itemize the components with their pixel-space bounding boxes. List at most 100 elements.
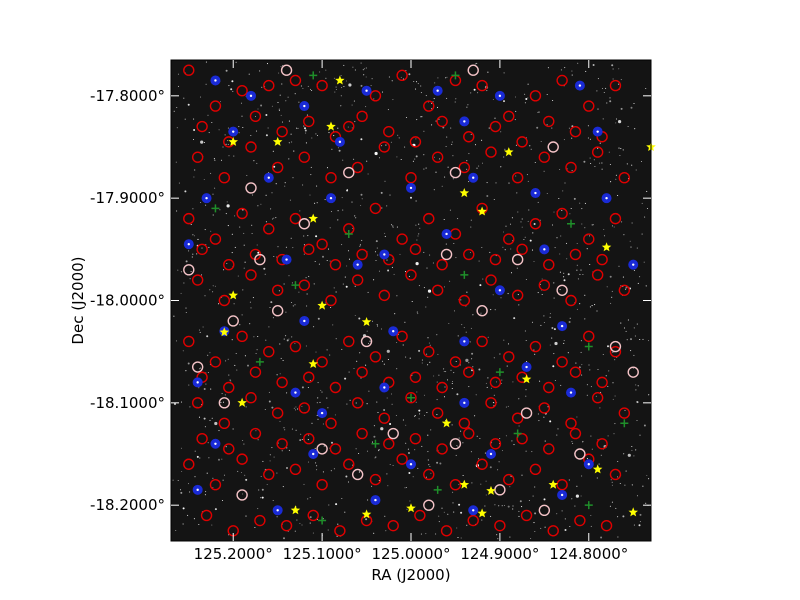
background-star: [581, 374, 583, 376]
background-star: [402, 419, 404, 421]
background-star: [257, 251, 260, 254]
red-circle-marker: [378, 289, 391, 302]
background-star: [239, 226, 241, 228]
background-star: [476, 435, 478, 437]
background-star: [325, 69, 327, 71]
red-circle-marker: [218, 171, 231, 184]
background-star: [356, 360, 358, 362]
red-circle-marker: [485, 397, 497, 409]
background-star: [259, 70, 261, 72]
background-star: [589, 157, 591, 159]
pink-circle-marker: [449, 438, 462, 450]
background-star: [436, 461, 439, 464]
background-star: [479, 284, 482, 287]
red-circle-marker: [543, 258, 555, 271]
red-circle-marker: [356, 110, 368, 122]
background-star: [639, 434, 641, 436]
red-circle-marker: [303, 243, 315, 256]
background-star: [590, 514, 592, 517]
background-star: [518, 510, 520, 512]
background-star: [375, 240, 378, 243]
background-star: [381, 360, 384, 362]
background-star: [300, 433, 302, 435]
background-star: [187, 514, 189, 516]
background-star: [549, 420, 552, 423]
background-star: [191, 256, 193, 258]
background-star: [214, 187, 216, 189]
background-star: [449, 209, 451, 211]
background-star: [441, 507, 443, 509]
red-circle-marker: [414, 509, 426, 522]
background-star: [177, 85, 180, 87]
background-star: [556, 434, 558, 436]
background-star: [322, 423, 324, 425]
background-star: [532, 232, 534, 234]
background-star: [231, 252, 233, 254]
background-star: [543, 416, 545, 418]
background-star: [283, 427, 285, 429]
background-star: [249, 301, 251, 303]
background-star: [367, 173, 369, 175]
background-star: [592, 224, 595, 226]
green-cross-marker: [495, 368, 504, 377]
background-star: [452, 491, 454, 493]
background-star: [584, 202, 586, 204]
background-star: [208, 457, 210, 459]
blue-marker-core: [560, 493, 564, 497]
background-star: [218, 430, 220, 432]
background-star: [284, 182, 286, 184]
background-star: [519, 500, 522, 503]
background-star: [599, 162, 601, 164]
background-star: [343, 64, 345, 66]
background-star: [445, 145, 447, 148]
background-star: [612, 78, 614, 80]
background-star: [240, 102, 243, 104]
background-star: [224, 394, 226, 396]
red-circle-marker: [565, 294, 577, 307]
background-star: [299, 210, 301, 212]
background-star: [173, 110, 175, 112]
red-circle-marker: [405, 392, 417, 404]
background-star: [565, 242, 568, 244]
x-axis-label: RA (J2000): [371, 566, 450, 584]
background-star: [533, 522, 535, 524]
background-star: [310, 166, 312, 168]
background-star: [214, 508, 217, 511]
yellow-star-marker: [601, 242, 612, 252]
background-star: [343, 85, 345, 88]
background-star: [466, 106, 468, 108]
background-star: [551, 127, 553, 129]
background-star: [574, 505, 576, 507]
background-star: [354, 215, 356, 217]
background-star: [248, 73, 250, 75]
background-star: [416, 119, 418, 121]
background-star: [366, 330, 368, 332]
background-star: [210, 388, 212, 390]
background-star: [559, 253, 561, 255]
background-star: [384, 515, 386, 517]
green-cross-marker: [584, 342, 593, 351]
background-star: [290, 237, 292, 239]
background-star: [531, 321, 534, 323]
red-circle-marker: [289, 340, 302, 353]
background-star: [225, 213, 227, 215]
background-star: [285, 100, 287, 102]
red-circle-marker: [463, 366, 475, 378]
pink-circle-marker: [280, 64, 293, 76]
background-star: [367, 499, 369, 501]
background-star: [527, 97, 529, 99]
background-star: [360, 138, 363, 141]
background-star: [315, 235, 318, 238]
background-star: [525, 339, 527, 342]
background-star: [417, 467, 419, 469]
background-star: [176, 210, 178, 212]
background-star: [501, 379, 503, 381]
background-star: [443, 396, 446, 398]
background-star: [330, 306, 332, 309]
y-axis-label: Dec (J2000): [69, 256, 87, 344]
background-star: [481, 519, 483, 521]
background-star: [366, 160, 368, 162]
background-star: [500, 131, 502, 133]
background-star: [344, 511, 346, 513]
background-star: [423, 414, 426, 416]
